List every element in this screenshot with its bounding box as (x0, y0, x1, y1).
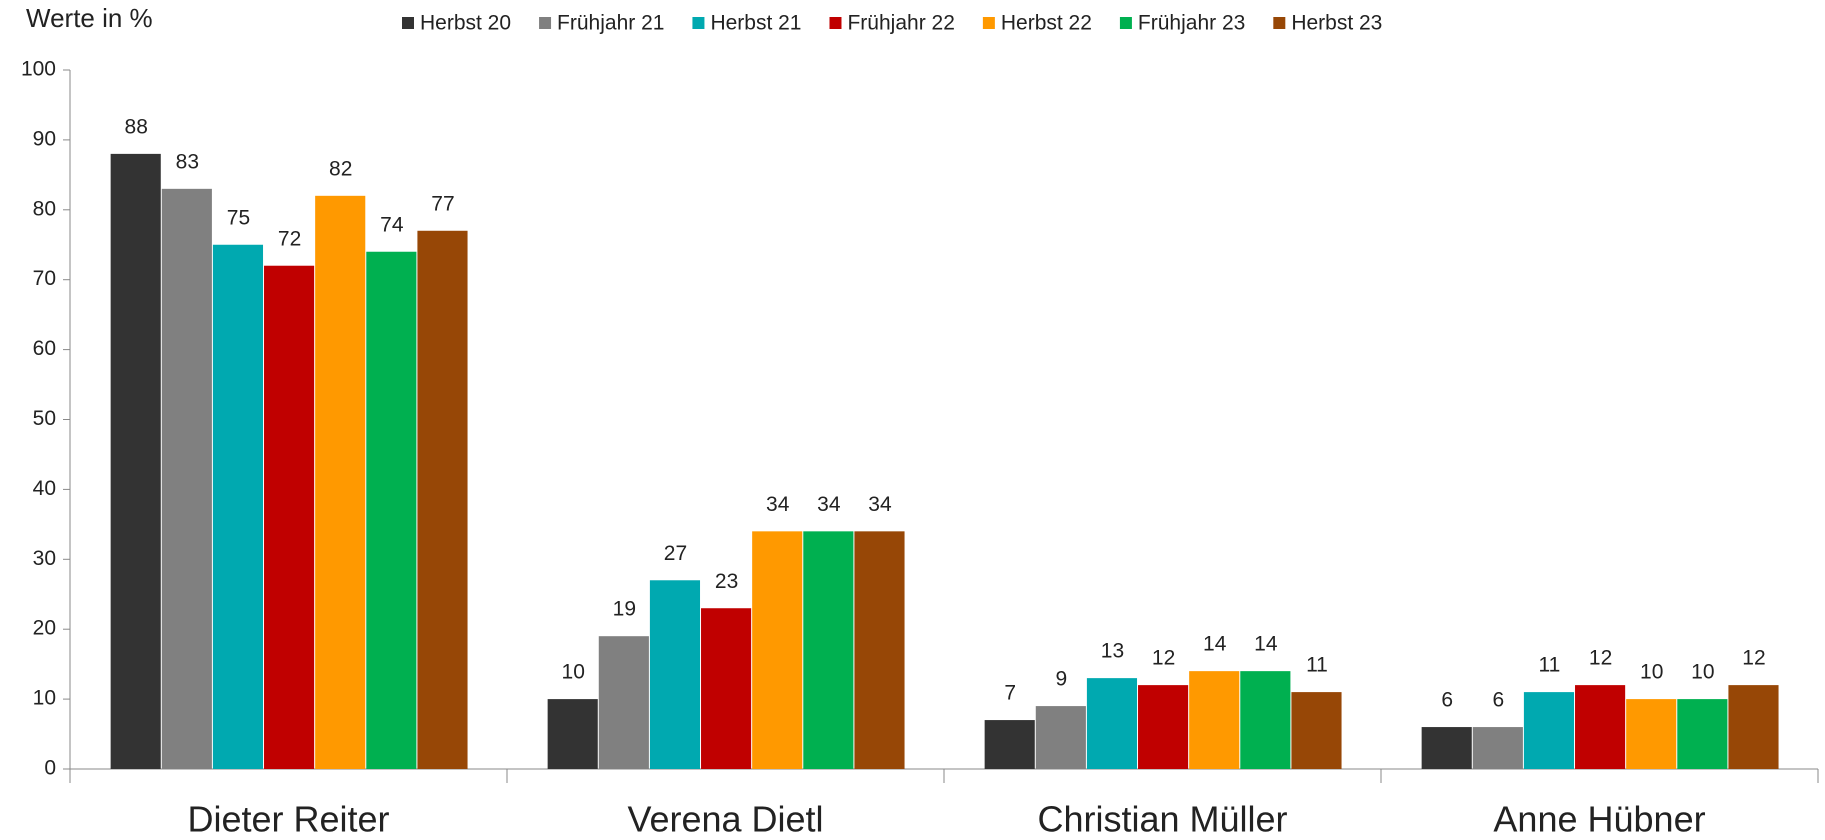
data-label: 77 (431, 192, 454, 215)
data-label: 14 (1254, 633, 1278, 656)
data-label: 14 (1203, 633, 1227, 656)
y-tick-label: 60 (33, 337, 56, 360)
bar (1421, 727, 1472, 769)
data-label: 7 (1004, 682, 1016, 705)
data-label: 83 (176, 150, 199, 173)
legend-swatch (829, 17, 842, 29)
bar (1575, 685, 1626, 769)
bar (1472, 727, 1523, 769)
legend-swatch (402, 17, 414, 29)
data-label: 12 (1742, 647, 1765, 670)
legend-label: Frühjahr 21 (557, 12, 664, 35)
data-label: 34 (868, 493, 892, 516)
data-label: 23 (715, 570, 738, 593)
legend-label: Frühjahr 22 (847, 12, 954, 35)
bar (1086, 678, 1138, 769)
data-label: 6 (1441, 689, 1453, 712)
bar (1523, 692, 1575, 769)
bar (1677, 699, 1728, 769)
y-tick-label: 40 (33, 477, 56, 500)
data-label: 10 (562, 661, 585, 684)
legend-swatch (982, 17, 995, 29)
bar (1291, 692, 1342, 769)
bar (752, 531, 803, 769)
bar (417, 230, 468, 769)
y-tick-label: 10 (33, 687, 56, 710)
bar (598, 636, 649, 769)
data-label: 19 (613, 598, 636, 621)
data-label: 12 (1589, 647, 1612, 670)
data-label: 11 (1539, 654, 1561, 677)
y-tick-label: 0 (44, 757, 56, 780)
legend-swatch (1119, 17, 1132, 29)
legend-label: Herbst 23 (1291, 12, 1382, 35)
bar (315, 195, 366, 769)
data-label: 27 (664, 542, 687, 565)
legend-label: Frühjahr 23 (1138, 12, 1245, 35)
y-tick-label: 20 (33, 617, 56, 640)
bar (110, 153, 161, 769)
bar (1626, 699, 1677, 769)
x-tick-label: Anne Hübner (1493, 799, 1705, 840)
data-label: 88 (125, 115, 148, 138)
bar (1189, 671, 1240, 769)
legend-label: Herbst 20 (420, 12, 511, 35)
data-label: 74 (380, 213, 404, 236)
x-tick-label: Verena Dietl (627, 799, 823, 840)
bar (547, 699, 598, 769)
legend-label: Herbst 21 (710, 12, 801, 35)
data-label: 6 (1492, 689, 1504, 712)
legend-swatch (539, 17, 552, 29)
data-label: 9 (1055, 668, 1067, 691)
y-tick-label: 100 (21, 58, 56, 81)
data-label: 12 (1152, 647, 1175, 670)
x-tick-label: Dieter Reiter (187, 799, 389, 840)
bar (264, 265, 315, 769)
legend-swatch (692, 17, 705, 29)
legend-swatch (1273, 17, 1286, 29)
bar (701, 608, 752, 769)
bar (1728, 685, 1779, 769)
x-tick-label: Christian Müller (1037, 799, 1287, 840)
bar (161, 188, 212, 769)
y-tick-label: 50 (33, 407, 56, 430)
bar (984, 720, 1035, 769)
y-tick-label: 30 (33, 547, 56, 570)
data-label: 10 (1640, 661, 1663, 684)
data-label: 75 (227, 206, 250, 229)
data-label: 72 (278, 227, 301, 250)
y-tick-label: 80 (33, 197, 56, 220)
legend-label: Herbst 22 (1001, 12, 1092, 35)
bar (1035, 706, 1086, 769)
data-label: 13 (1101, 640, 1124, 663)
data-label: 10 (1691, 661, 1714, 684)
data-label: 82 (329, 157, 352, 180)
data-label: 34 (817, 493, 841, 516)
bar (1240, 671, 1291, 769)
y-axis-label: Werte in % (26, 3, 153, 33)
data-label: 11 (1306, 654, 1328, 677)
bar (803, 531, 854, 769)
bar (1138, 685, 1189, 769)
bar (212, 244, 264, 769)
y-tick-label: 90 (33, 127, 56, 150)
bar (366, 251, 417, 770)
data-label: 34 (766, 493, 790, 516)
bar (649, 580, 701, 769)
bar (854, 531, 905, 769)
y-tick-label: 70 (33, 267, 56, 290)
